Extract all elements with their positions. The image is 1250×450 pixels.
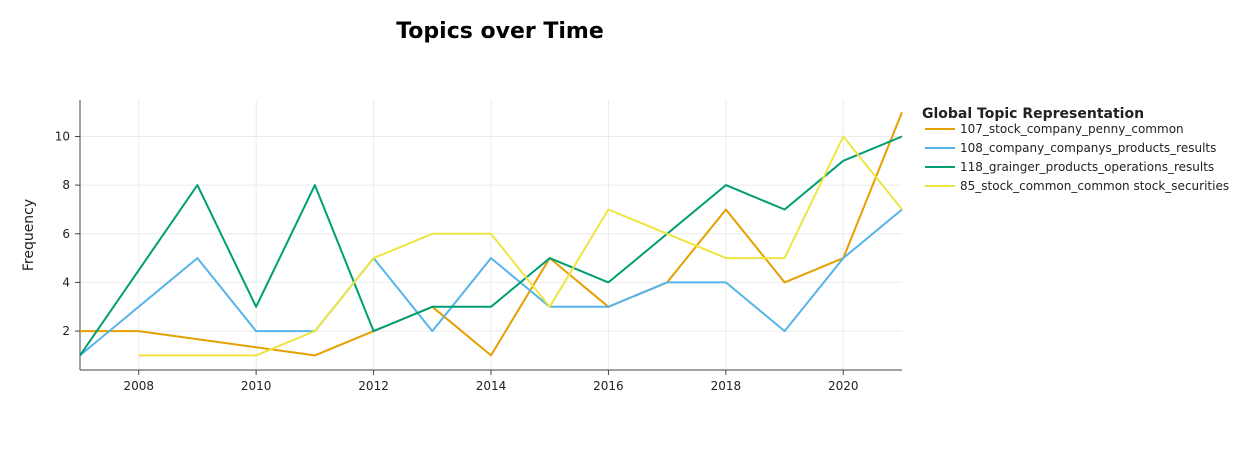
y-axis-label: Frequency — [21, 199, 37, 271]
series-lines — [79, 111, 903, 357]
y-tick-label: 10 — [55, 129, 70, 143]
x-tick-label: 2020 — [828, 379, 859, 393]
y-tick-label: 4 — [62, 275, 70, 289]
series-line-4 — [138, 135, 903, 357]
legend-entry-label: 108_company_companys_products_results — [960, 141, 1216, 155]
axes: 2008 2010 2012 2014 2016 2018 2020 2 4 6 8 10 — [55, 100, 902, 393]
x-tick-label: 2010 — [241, 379, 272, 393]
legend-entry-label: 107_stock_company_penny_common — [960, 122, 1184, 136]
series-line-3 — [79, 135, 903, 356]
legend-entry-label: 118_grainger_products_operations_results — [960, 160, 1214, 174]
x-tick-label: 2016 — [593, 379, 624, 393]
x-tick-label: 2012 — [358, 379, 389, 393]
x-tick-label: 2008 — [123, 379, 154, 393]
y-tick-label: 8 — [62, 178, 70, 192]
chart-title: Topics over Time — [396, 19, 604, 44]
legend: Global Topic Representation107_stock_com… — [922, 106, 1229, 193]
y-tick-label: 6 — [62, 227, 70, 241]
gridlines — [80, 100, 902, 370]
legend-title: Global Topic Representation — [922, 106, 1144, 122]
legend-entry-label: 85_stock_common_common stock_securities — [960, 179, 1229, 193]
x-tick-label: 2014 — [476, 379, 507, 393]
x-tick-label: 2018 — [711, 379, 742, 393]
y-tick-label: 2 — [62, 324, 70, 338]
